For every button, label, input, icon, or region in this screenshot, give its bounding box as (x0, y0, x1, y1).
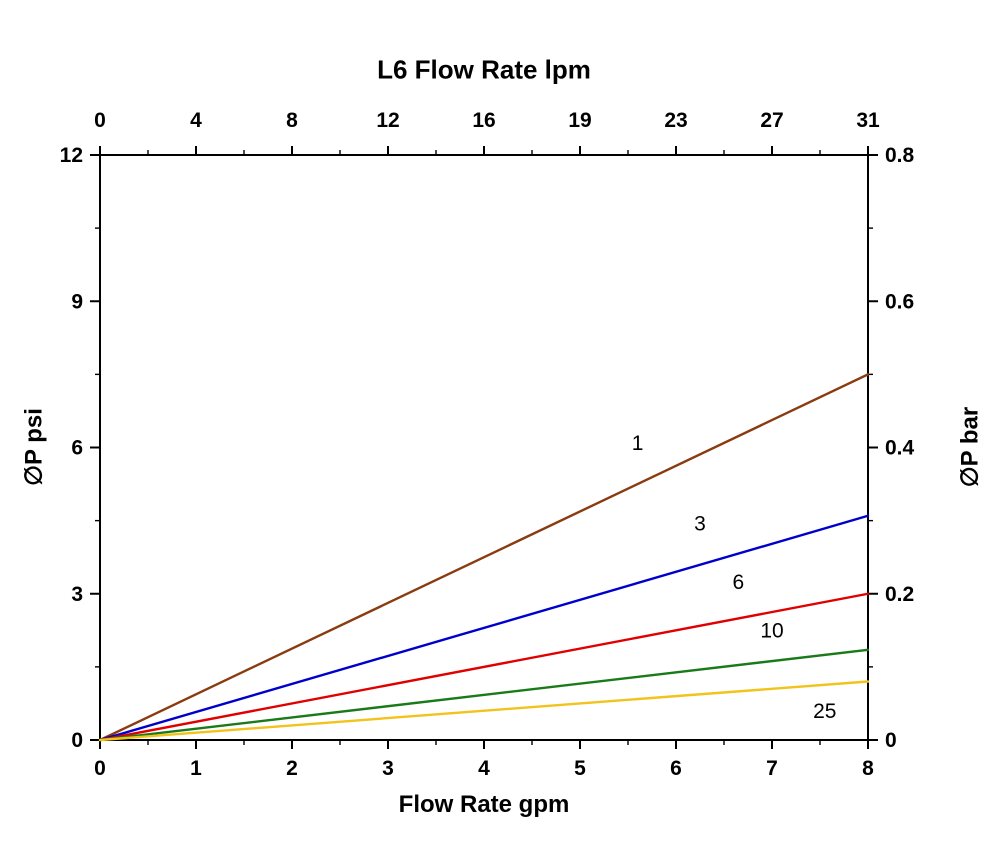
y-axis-tick-label: 0 (71, 729, 83, 752)
top-axis-tick-label: 4 (190, 109, 202, 132)
y-axis-tick-label: 9 (71, 290, 83, 313)
x-axis-tick-label: 1 (190, 757, 202, 780)
top-axis-tick-label: 19 (568, 109, 591, 132)
top-axis-tick-label: 0 (94, 109, 106, 132)
y-axis-tick-label: 6 (71, 437, 83, 460)
series-line-6 (98, 592, 870, 742)
series-label-10: 10 (760, 620, 783, 643)
top-axis-tick-label: 23 (664, 109, 687, 132)
y-axis-tick-label: 3 (71, 583, 83, 606)
plot-border (99, 154, 869, 741)
y-axis-title-left: ∅P psi (20, 408, 48, 486)
top-axis-tick-label: 27 (760, 109, 783, 132)
top-axis-title: L6 Flow Rate lpm (377, 54, 591, 85)
series-line-3 (98, 514, 870, 742)
x-axis-tick-label: 4 (478, 757, 490, 780)
y-axis-tick-label: 12 (60, 144, 83, 167)
right-axis-tick-label: 0.2 (885, 583, 914, 606)
series-line-1 (98, 373, 870, 742)
x-axis-tick-label: 6 (670, 757, 682, 780)
x-axis-tick-label: 0 (94, 757, 106, 780)
series-label-25: 25 (813, 700, 836, 723)
right-axis-tick-label: 0.8 (885, 144, 915, 167)
series-label-6: 6 (733, 571, 745, 594)
series-line-10 (98, 648, 870, 742)
series-label-3: 3 (694, 512, 706, 535)
top-axis-tick-label: 12 (376, 109, 399, 132)
x-axis-tick-label: 2 (286, 757, 298, 780)
x-axis-title: Flow Rate gpm (398, 791, 570, 818)
right-axis-tick-label: 0.4 (885, 437, 915, 460)
x-axis-tick-label: 3 (382, 757, 394, 780)
x-axis-tick-label: 7 (766, 757, 778, 780)
top-axis-tick-label: 8 (286, 109, 298, 132)
y-axis-title-right: ∅P bar (956, 406, 984, 488)
right-axis-tick-label: 0 (885, 729, 897, 752)
top-axis-tick-label: 16 (472, 109, 495, 132)
right-axis-tick-label: 0.6 (885, 290, 914, 313)
x-axis-tick-label: 8 (862, 757, 874, 780)
x-axis-tick-label: 5 (574, 757, 586, 780)
top-axis-tick-label: 31 (856, 109, 880, 132)
series-line-25 (98, 680, 870, 742)
series-label-1: 1 (632, 432, 644, 455)
